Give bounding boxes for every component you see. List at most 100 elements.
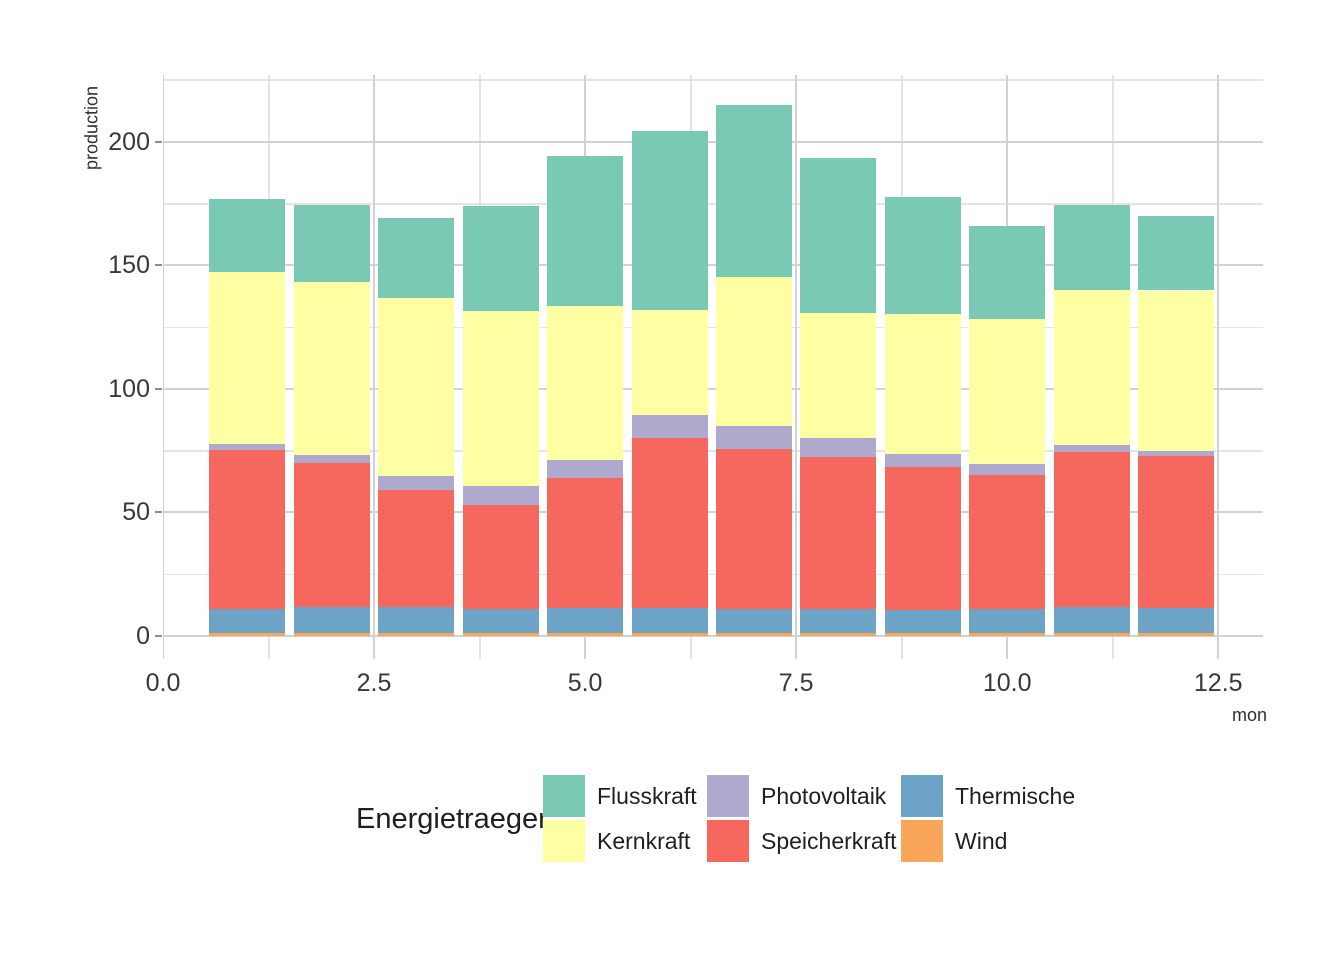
- bar-segment-flusskraft-month-9: [884, 197, 961, 315]
- bar-segment-wind-month-11: [1053, 633, 1130, 636]
- bar-segment-speicherkraft-month-10: [969, 474, 1046, 610]
- bar-segment-wind-month-9: [884, 633, 961, 636]
- gridline-x-major: [1217, 75, 1220, 659]
- bar-segment-photovoltaik-month-7: [715, 426, 792, 449]
- bar-segment-photovoltaik-month-10: [969, 463, 1046, 475]
- legend-key-thermische: [901, 775, 943, 817]
- bar-segment-thermische-month-12: [1138, 608, 1215, 634]
- gridline-y-minor: [163, 203, 1263, 205]
- y-tick-label: 200: [108, 127, 150, 156]
- gridline-y-major: [163, 635, 1263, 638]
- bar-segment-photovoltaik-month-11: [1053, 445, 1130, 453]
- bar-segment-kernkraft-month-3: [378, 297, 455, 476]
- bar-segment-speicherkraft-month-4: [462, 504, 539, 609]
- bar-segment-wind-month-2: [293, 633, 370, 636]
- bar-segment-flusskraft-month-6: [631, 130, 708, 310]
- bar-segment-photovoltaik-month-6: [631, 414, 708, 438]
- gridline-y-minor: [163, 79, 1263, 81]
- bar-segment-speicherkraft-month-6: [631, 437, 708, 609]
- gridline-y-minor: [163, 573, 1263, 576]
- x-tick-label: 5.0: [567, 669, 603, 697]
- gridline-y-minor: [163, 326, 1263, 329]
- legend-key-speicherkraft: [707, 820, 749, 862]
- gridline-x-major: [795, 75, 798, 659]
- bar-segment-kernkraft-month-10: [969, 319, 1046, 464]
- bar-segment-kernkraft-month-2: [293, 281, 370, 455]
- y-axis-title: production: [81, 85, 102, 171]
- y-tick-mark: [155, 511, 162, 514]
- bar-segment-photovoltaik-month-9: [884, 453, 961, 468]
- bar-segment-wind-month-1: [209, 633, 286, 636]
- bar-segment-photovoltaik-month-5: [547, 459, 624, 479]
- bar-segment-flusskraft-month-10: [969, 226, 1046, 320]
- bar-segment-wind-month-4: [462, 633, 539, 636]
- gridline-y-major: [163, 264, 1263, 267]
- bar-segment-photovoltaik-month-12: [1138, 450, 1215, 456]
- bar-segment-kernkraft-month-9: [884, 314, 961, 454]
- x-tick-label: 0.0: [145, 669, 181, 697]
- y-tick-mark: [155, 140, 162, 143]
- bar-segment-thermische-month-6: [631, 608, 708, 634]
- bar-segment-photovoltaik-month-4: [462, 485, 539, 505]
- gridline-y-minor: [163, 450, 1263, 452]
- bar-segment-thermische-month-2: [293, 607, 370, 634]
- bar-segment-speicherkraft-month-2: [293, 463, 370, 608]
- bar-segment-wind-month-3: [378, 633, 455, 636]
- y-tick-mark: [155, 635, 162, 638]
- bar-segment-flusskraft-month-12: [1138, 215, 1215, 291]
- bar-segment-kernkraft-month-7: [715, 277, 792, 427]
- bar-segment-flusskraft-month-5: [547, 155, 624, 306]
- bar-segment-speicherkraft-month-9: [884, 467, 961, 611]
- legend-key-wind: [901, 820, 943, 862]
- bar-segment-thermische-month-9: [884, 610, 961, 634]
- bar-segment-thermische-month-10: [969, 609, 1046, 634]
- bar-segment-speicherkraft-month-8: [800, 456, 877, 610]
- legend-key-flusskraft: [543, 775, 585, 817]
- bar-segment-photovoltaik-month-2: [293, 454, 370, 463]
- bar-segment-speicherkraft-month-3: [378, 489, 455, 608]
- legend-key-photovoltaik: [707, 775, 749, 817]
- bar-segment-kernkraft-month-4: [462, 310, 539, 486]
- legend-key-kernkraft: [543, 820, 585, 862]
- bar-segment-speicherkraft-month-11: [1053, 452, 1130, 608]
- bar-segment-kernkraft-month-6: [631, 309, 708, 415]
- legend-label-photovoltaik: Photovoltaik: [761, 783, 887, 809]
- x-tick-label: 12.5: [1193, 669, 1243, 697]
- bar-segment-kernkraft-month-11: [1053, 289, 1130, 446]
- y-tick-mark: [155, 387, 162, 390]
- legend-label-kernkraft: Kernkraft: [597, 828, 691, 854]
- x-tick-label: 10.0: [982, 669, 1032, 697]
- legend-label-wind: Wind: [955, 828, 1008, 854]
- bar-segment-photovoltaik-month-3: [378, 475, 455, 490]
- bar-segment-flusskraft-month-8: [800, 158, 877, 314]
- bar-segment-thermische-month-11: [1053, 607, 1130, 634]
- bar-segment-thermische-month-3: [378, 607, 455, 634]
- bar-segment-speicherkraft-month-7: [715, 448, 792, 610]
- legend-label-flusskraft: Flusskraft: [597, 783, 697, 809]
- x-tick-label: 7.5: [778, 669, 814, 697]
- bar-segment-thermische-month-8: [800, 609, 877, 634]
- bar-segment-wind-month-6: [631, 633, 708, 636]
- y-tick-label: 150: [108, 251, 150, 280]
- legend-label-speicherkraft: Speicherkraft: [761, 828, 897, 854]
- bar-segment-thermische-month-7: [715, 609, 792, 634]
- bar-segment-kernkraft-month-8: [800, 313, 877, 438]
- gridline-y-major: [163, 387, 1263, 390]
- x-tick-label: 2.5: [356, 669, 392, 697]
- y-tick-label: 0: [136, 622, 150, 651]
- bar-segment-wind-month-5: [547, 633, 624, 636]
- bar-segment-wind-month-10: [969, 633, 1046, 636]
- gridline-x-major: [373, 75, 376, 659]
- bar-segment-thermische-month-5: [547, 608, 624, 634]
- bar-segment-kernkraft-month-5: [547, 305, 624, 460]
- bar-segment-speicherkraft-month-1: [209, 450, 286, 609]
- bar-segment-wind-month-12: [1138, 633, 1215, 636]
- bar-segment-kernkraft-month-1: [209, 272, 286, 444]
- bar-segment-flusskraft-month-2: [293, 205, 370, 282]
- bar-segment-photovoltaik-month-8: [800, 437, 877, 457]
- bar-segment-thermische-month-1: [209, 608, 286, 634]
- bar-segment-photovoltaik-month-1: [209, 443, 286, 451]
- gridline-y-major: [163, 511, 1263, 514]
- y-tick-label: 50: [122, 498, 150, 527]
